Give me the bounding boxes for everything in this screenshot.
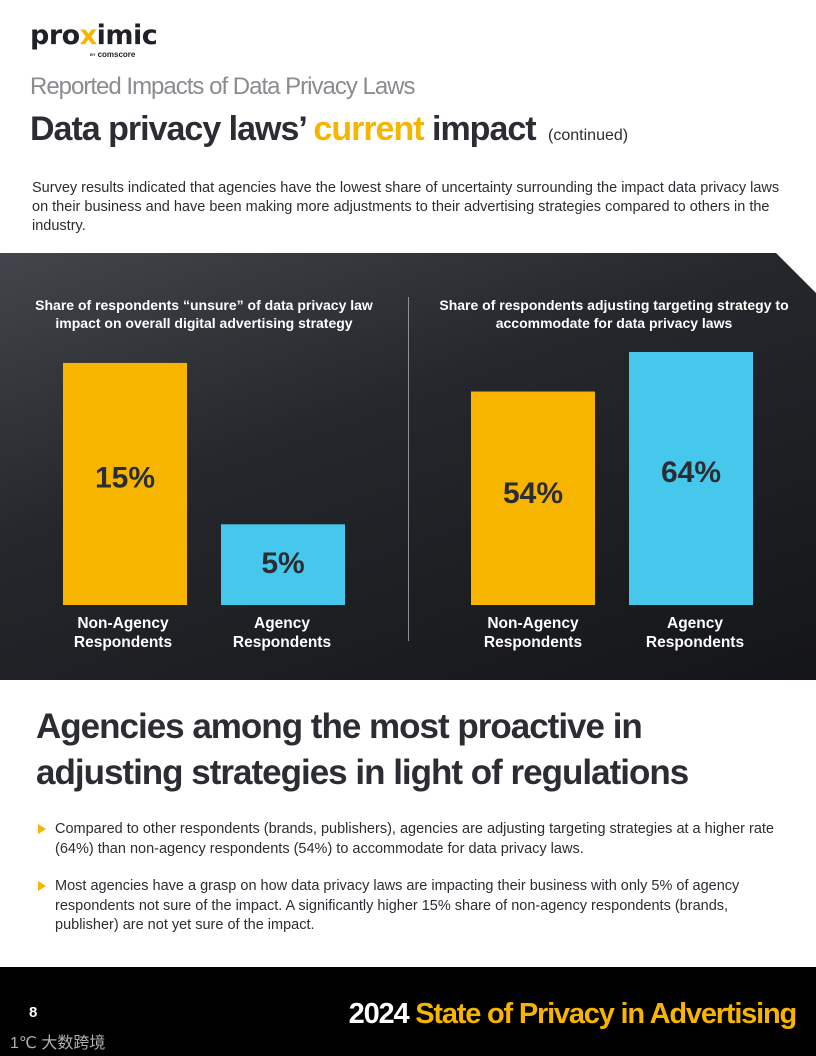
title-accent: current xyxy=(313,110,424,148)
watermark: 1℃ 大数跨境 xyxy=(10,1035,106,1052)
chart-1-category-label: Agency Respondents xyxy=(207,614,357,652)
bullet-triangle-icon xyxy=(38,881,46,891)
logo-wordmark: proximic xyxy=(30,22,170,49)
logo-by: BY xyxy=(90,52,96,58)
chart-2-category-label: Non-Agency Respondents xyxy=(458,614,608,652)
page-number: 8 xyxy=(29,1004,38,1021)
logo-text-x: x xyxy=(79,20,97,51)
report-title: 2024 State of Privacy in Advertising xyxy=(348,998,798,1031)
chart-1-category-label: Non-Agency Respondents xyxy=(48,614,198,652)
section-kicker: Reported Impacts of Data Privacy Laws xyxy=(30,73,416,100)
logo-text-pre: pro xyxy=(30,20,80,51)
watermark-text: 大数跨境 xyxy=(41,1035,106,1052)
bullet-list: Compared to other respondents (brands, p… xyxy=(36,820,786,954)
chart-1-cat-2-line-2: Respondents xyxy=(232,634,332,651)
panel-corner-cut xyxy=(776,253,816,293)
chart-2-bar-1 xyxy=(471,391,595,605)
chart-1-cat-1-line-2: Respondents xyxy=(73,634,173,651)
report-year: 2024 xyxy=(348,998,410,1030)
logo-sub-text: comscore xyxy=(97,50,136,59)
bar-charts: 15% 5% 54% 64% xyxy=(63,351,753,605)
chart-2-cat-1-line-2: Respondents xyxy=(483,634,583,651)
title-post: impact xyxy=(423,110,537,148)
logo-text-post: imic xyxy=(96,20,158,51)
chart-1-cat-1-line-1: Non-Agency xyxy=(77,615,169,632)
chart-2-bar-2 xyxy=(629,351,753,605)
footer-bar xyxy=(0,967,816,1056)
bullet-triangle-icon xyxy=(38,824,46,834)
chart-2-value-label-2: 64% xyxy=(661,456,721,489)
chart-2-cat-2-line-1: Agency xyxy=(667,615,723,632)
title-note: (continued) xyxy=(548,127,629,144)
chart-1-value-label-1: 15% xyxy=(95,462,155,495)
bullet-text: Compared to other respondents (brands, p… xyxy=(55,821,774,857)
chart-1-bar-1 xyxy=(63,362,187,605)
chart-1-value-label-2: 5% xyxy=(261,547,304,580)
chart-2-cat-1-line-1: Non-Agency xyxy=(487,615,579,632)
chart-2-title: Share of respondents adjusting targeting… xyxy=(439,297,789,331)
chart-divider xyxy=(408,297,409,641)
bullet-item: Compared to other respondents (brands, p… xyxy=(36,820,786,859)
chart-2-value-label-1: 54% xyxy=(503,477,563,510)
chart-1-cat-2-line-1: Agency xyxy=(254,615,310,632)
logo-comscore: BY comscore xyxy=(90,50,135,59)
bullet-item: Most agencies have a grasp on how data p… xyxy=(36,877,786,936)
chart-2-category-label: Agency Respondents xyxy=(620,614,770,652)
intro-paragraph: Survey results indicated that agencies h… xyxy=(32,180,780,234)
chart-1-bar-2 xyxy=(221,524,345,605)
report-title-text: State of Privacy in Advertising xyxy=(415,998,797,1030)
page-title: Data privacy laws’ current impact (conti… xyxy=(30,110,628,149)
chart-2-cat-2-line-2: Respondents xyxy=(645,634,745,651)
section-heading: Agencies among the most proactive in adj… xyxy=(36,707,689,792)
title-pre: Data privacy laws’ xyxy=(30,110,314,148)
chart-1-title: Share of respondents “unsure” of data pr… xyxy=(35,297,373,331)
watermark-logo-icon: ℃ xyxy=(18,1035,37,1052)
bullet-text: Most agencies have a grasp on how data p… xyxy=(55,878,740,933)
proximic-logo: proximic BY comscore xyxy=(30,22,170,62)
